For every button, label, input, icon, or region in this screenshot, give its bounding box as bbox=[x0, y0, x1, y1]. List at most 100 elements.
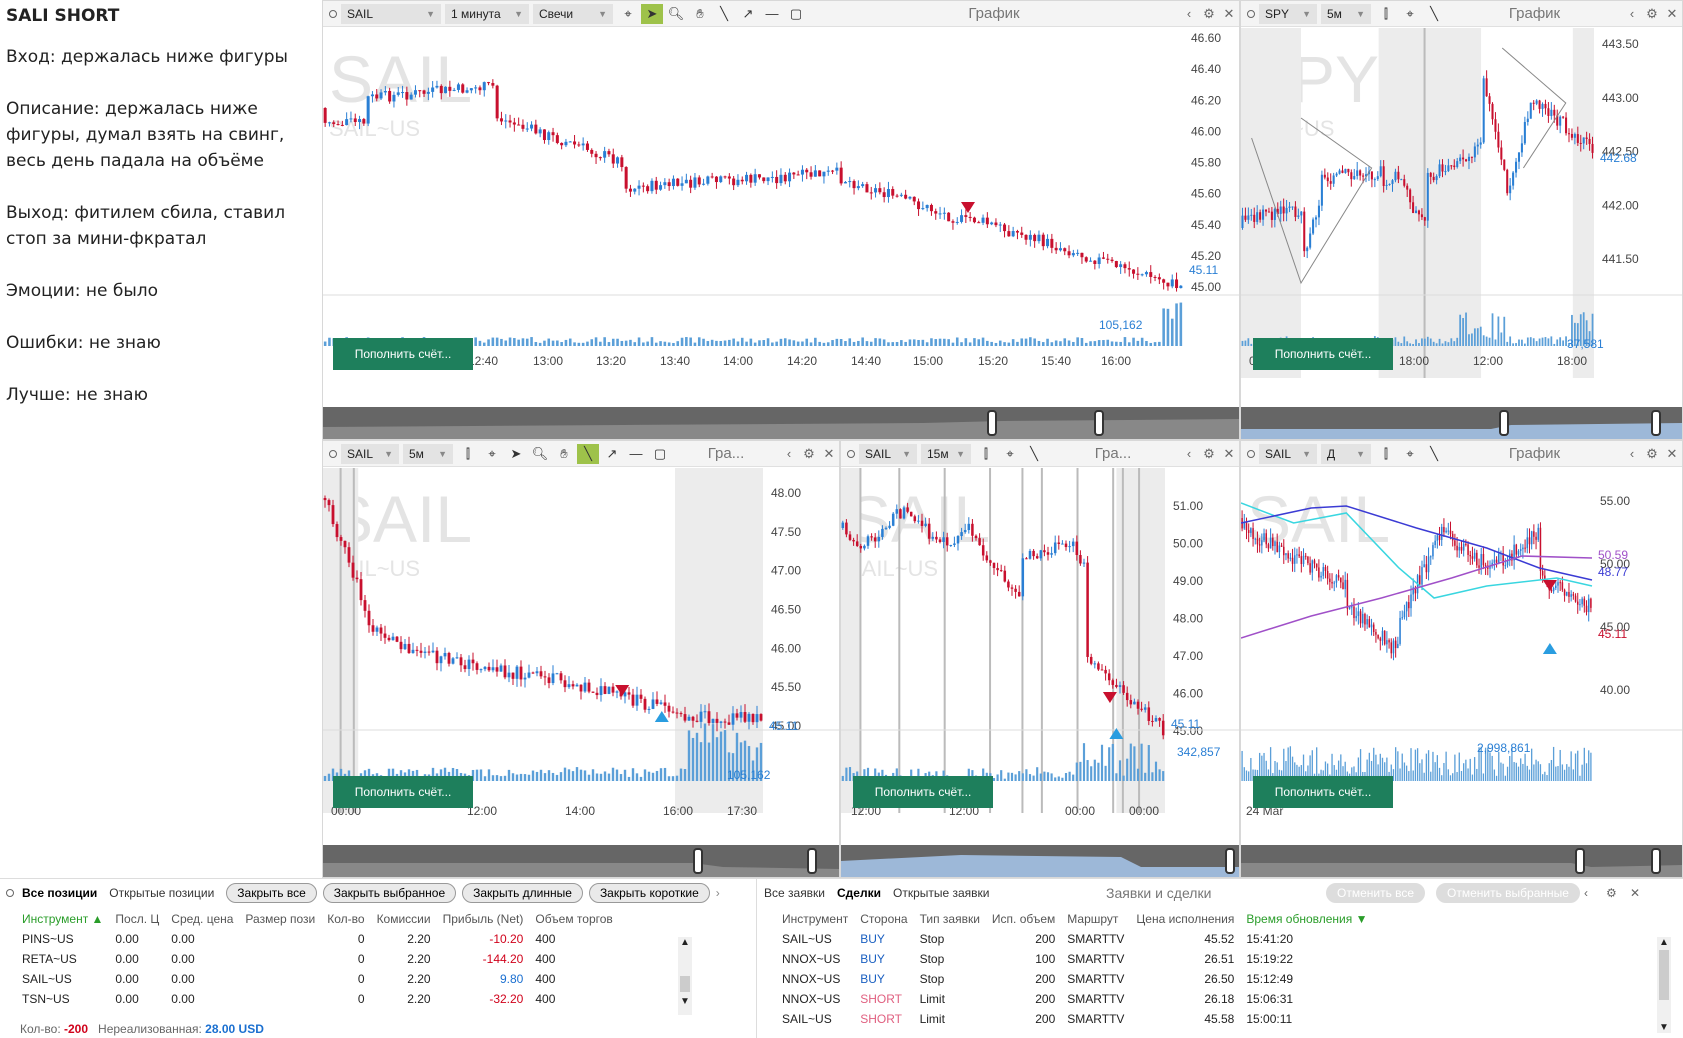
table-row[interactable]: NNOX~US SHORT Limit 200 SMARTTV 26.18 15:06:31 bbox=[776, 989, 1373, 1009]
close-longs-button[interactable]: Закрыть длинные bbox=[462, 883, 583, 903]
arrow-icon[interactable]: ↗ bbox=[742, 5, 754, 21]
link-dot-icon[interactable] bbox=[847, 449, 855, 458]
link-dot-icon[interactable] bbox=[6, 889, 14, 897]
interval-select[interactable]: 1 минута ▼ bbox=[445, 3, 529, 24]
col-filled[interactable]: Исп. объем bbox=[991, 912, 1056, 926]
fund-account-button[interactable]: Пополнить счёт... bbox=[1253, 776, 1393, 808]
price-plot[interactable]: 46.6046.4046.2046.0045.8045.6045.4045.20… bbox=[323, 28, 1240, 408]
col-volume[interactable]: Объем торгов bbox=[535, 912, 613, 926]
line-icon[interactable]: ╲ bbox=[577, 443, 599, 464]
col-side[interactable]: Сторона bbox=[860, 912, 908, 926]
crosshair-icon[interactable]: ⌖ bbox=[624, 5, 632, 21]
symbol-select[interactable]: SAIL ▼ bbox=[859, 443, 917, 464]
close-all-button[interactable]: Закрыть все bbox=[226, 883, 317, 903]
col-exec-price[interactable]: Цена исполнения bbox=[1136, 912, 1235, 926]
scroll-up-icon[interactable]: ▲ bbox=[680, 937, 690, 948]
interval-select[interactable]: 15м ▼ bbox=[921, 443, 971, 464]
col-position-size[interactable]: Размер пози bbox=[245, 912, 316, 926]
close-selected-button[interactable]: Закрыть выбранное bbox=[322, 883, 457, 903]
close-icon[interactable]: ✕ bbox=[1666, 5, 1678, 21]
symbol-select[interactable]: SAIL ▼ bbox=[341, 443, 399, 464]
close-icon[interactable]: ✕ bbox=[823, 445, 835, 461]
collapse-icon[interactable]: ‹ bbox=[1629, 6, 1635, 21]
table-row[interactable]: SAIL~US BUY Stop 200 SMARTTV 45.52 15:41:20 bbox=[776, 929, 1373, 949]
zoom-icon[interactable]: 🔍︎ bbox=[531, 445, 549, 461]
link-dot-icon[interactable] bbox=[329, 449, 337, 458]
crosshair-icon[interactable]: ⌖ bbox=[1006, 445, 1014, 461]
navigator[interactable] bbox=[841, 845, 1239, 877]
price-plot[interactable]: 55.0050.0045.0040.0050.5948.7745.112,998… bbox=[1241, 468, 1683, 846]
price-plot[interactable]: 51.0050.0049.0048.0047.0046.0045.0045.11… bbox=[841, 468, 1240, 846]
col-commission[interactable]: Комиссии bbox=[376, 912, 431, 926]
interval-select[interactable]: Д ▼ bbox=[1321, 443, 1371, 464]
gear-icon[interactable]: ⚙ bbox=[1203, 445, 1215, 461]
scroll-thumb[interactable] bbox=[680, 976, 690, 992]
table-row[interactable]: RETA~US 0.00 0.00 0 2.20 -144.20 400 bbox=[16, 949, 619, 969]
col-update-time[interactable]: Время обновления ▼ bbox=[1246, 912, 1368, 926]
close-icon[interactable]: ✕ bbox=[1223, 445, 1235, 461]
navigator[interactable] bbox=[323, 845, 839, 877]
navigator[interactable] bbox=[1241, 845, 1682, 877]
navigator-right-handle[interactable] bbox=[1225, 848, 1235, 874]
interval-select[interactable]: 5м ▼ bbox=[403, 443, 453, 464]
collapse-icon[interactable]: ‹ bbox=[1186, 446, 1192, 461]
close-icon[interactable]: ✕ bbox=[1666, 445, 1678, 461]
navigator-left-handle[interactable] bbox=[693, 848, 703, 874]
col-qty[interactable]: Кол-во bbox=[327, 912, 365, 926]
navigator-right-handle[interactable] bbox=[1651, 410, 1661, 436]
link-dot-icon[interactable] bbox=[329, 9, 337, 18]
scroll-down-icon[interactable]: ▼ bbox=[1659, 1022, 1669, 1033]
navigator-left-handle[interactable] bbox=[1575, 848, 1585, 874]
rect-icon[interactable]: ▢ bbox=[789, 5, 803, 21]
gear-icon[interactable]: ⚙ bbox=[1606, 886, 1617, 900]
candle-type-icon[interactable]: ⫿ bbox=[1383, 5, 1389, 21]
crosshair-icon[interactable]: ⌖ bbox=[1406, 445, 1414, 461]
scroll-down-icon[interactable]: ▼ bbox=[680, 996, 690, 1007]
hline-icon[interactable]: — bbox=[629, 446, 643, 461]
tab-open-orders[interactable]: Открытые заявки bbox=[892, 886, 990, 900]
table-row[interactable]: NNOX~US BUY Stop 200 SMARTTV 26.50 15:12:49 bbox=[776, 969, 1373, 989]
gear-icon[interactable]: ⚙ bbox=[1203, 5, 1215, 21]
symbol-select[interactable]: SPY ▼ bbox=[1259, 3, 1317, 24]
line-icon[interactable]: ╲ bbox=[1430, 445, 1438, 461]
col-instrument[interactable]: Инструмент ▲ bbox=[22, 912, 104, 926]
collapse-icon[interactable]: ‹ bbox=[1186, 6, 1192, 21]
gear-icon[interactable]: ⚙ bbox=[1646, 5, 1658, 21]
tab-all-orders[interactable]: Все заявки bbox=[764, 886, 826, 900]
col-instrument[interactable]: Инструмент bbox=[782, 912, 849, 926]
table-row[interactable]: NNOX~US BUY Stop 100 SMARTTV 26.51 15:19:22 bbox=[776, 949, 1373, 969]
crosshair-icon[interactable]: ⌖ bbox=[1406, 5, 1414, 21]
chevron-right-icon[interactable]: › bbox=[715, 886, 720, 900]
interval-select[interactable]: 5м ▼ bbox=[1321, 3, 1371, 24]
line-icon[interactable]: ╲ bbox=[1430, 5, 1438, 21]
rect-icon[interactable]: ▢ bbox=[653, 445, 667, 461]
scroll-up-icon[interactable]: ▲ bbox=[1659, 937, 1669, 948]
price-plot[interactable]: 443.50443.00442.50442.00441.50442.6837,5… bbox=[1241, 28, 1683, 408]
cancel-selected-button[interactable]: Отменить выбранные bbox=[1436, 883, 1580, 903]
collapse-icon[interactable]: ‹ bbox=[786, 446, 792, 461]
table-row[interactable]: SAIL~US 0.00 0.00 0 2.20 9.80 400 bbox=[16, 969, 619, 989]
symbol-select[interactable]: SAIL ▼ bbox=[1259, 443, 1317, 464]
gear-icon[interactable]: ⚙ bbox=[1646, 445, 1658, 461]
link-dot-icon[interactable] bbox=[1247, 449, 1255, 458]
link-dot-icon[interactable] bbox=[1247, 9, 1255, 18]
navigator-left-handle[interactable] bbox=[987, 410, 997, 436]
fund-account-button[interactable]: Пополнить счёт... bbox=[853, 776, 993, 808]
close-icon[interactable]: ✕ bbox=[1223, 5, 1235, 21]
symbol-select[interactable]: SAIL ▼ bbox=[341, 3, 441, 24]
collapse-icon[interactable]: ‹ bbox=[1584, 886, 1588, 900]
navigator-right-handle[interactable] bbox=[1094, 410, 1104, 436]
tab-all-positions[interactable]: Все позиции bbox=[22, 886, 98, 900]
price-plot[interactable]: 48.0047.5047.0046.5046.0045.5045.0045.11… bbox=[323, 468, 840, 846]
navigator[interactable] bbox=[323, 407, 1239, 439]
table-row[interactable]: PINS~US 0.00 0.00 0 2.20 -10.20 400 bbox=[16, 929, 619, 949]
line-icon[interactable]: ╲ bbox=[1030, 445, 1038, 461]
gear-icon[interactable]: ⚙ bbox=[803, 445, 815, 461]
navigator-left-handle[interactable] bbox=[1499, 410, 1509, 436]
table-row[interactable]: TSN~US 0.00 0.00 0 2.20 -32.20 400 bbox=[16, 989, 619, 1009]
navigator[interactable] bbox=[1241, 407, 1682, 439]
fund-account-button[interactable]: Пополнить счёт... bbox=[333, 338, 473, 370]
candle-type-icon[interactable]: ⫿ bbox=[465, 445, 471, 461]
close-icon[interactable]: ✕ bbox=[1630, 886, 1641, 900]
fund-account-button[interactable]: Пополнить счёт... bbox=[333, 776, 473, 808]
